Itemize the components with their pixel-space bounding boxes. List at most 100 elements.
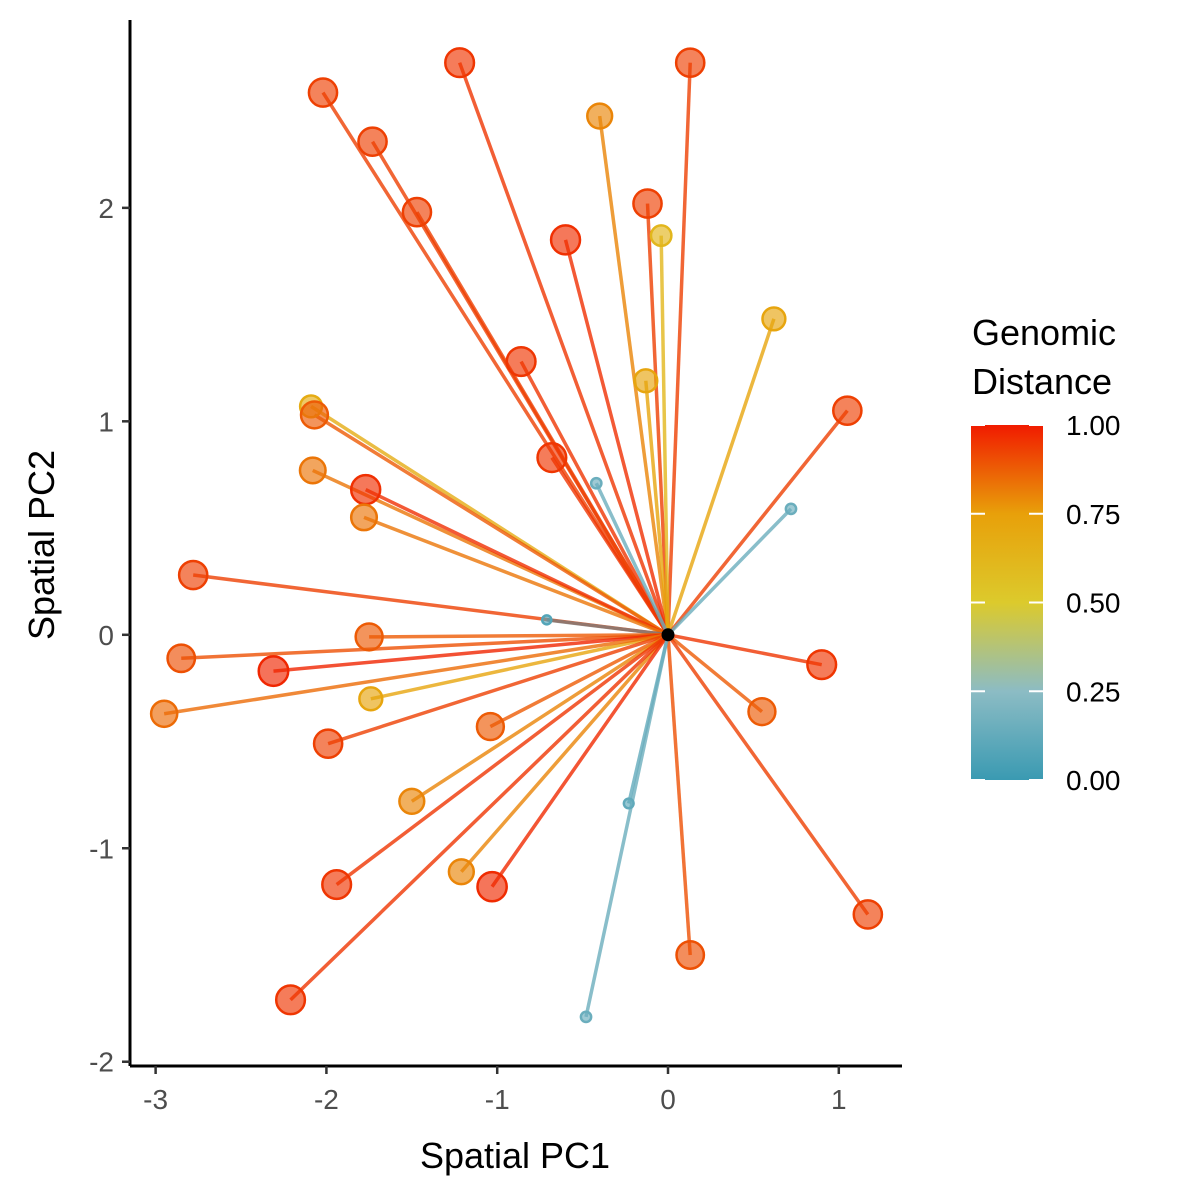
segment-line-26	[667, 633, 823, 667]
y-tick-label-4: 2	[98, 193, 114, 224]
x-axis-title: Spatial PC1	[420, 1135, 610, 1176]
data-point-28	[149, 699, 179, 729]
legend-title-line-1: Genomic	[972, 312, 1116, 353]
segment-line-11	[644, 380, 670, 635]
data-point-29	[747, 696, 777, 727]
data-point-9	[761, 306, 787, 332]
segment-line-24	[181, 633, 669, 661]
segment-line-0	[457, 62, 670, 636]
data-point-36	[476, 870, 508, 903]
data-point-40	[579, 1010, 593, 1024]
data-point-4	[357, 126, 388, 158]
data-point-30	[475, 711, 506, 742]
segment-line-9	[666, 318, 776, 636]
data-point-17	[349, 473, 382, 506]
segment-line-40	[584, 634, 670, 1018]
segment-line-20	[666, 507, 793, 637]
x-tick-label-3: 0	[660, 1084, 676, 1115]
data-point-14	[299, 400, 330, 430]
legend: Genomic Distance 0.00 0.25 0.50 0.75 1.00	[971, 312, 1121, 796]
segment-line-25	[273, 633, 669, 673]
segment-line-7	[563, 239, 670, 636]
data-point-1	[674, 47, 706, 79]
axes: -3 -2 -1 0 1 -2 -1 0 1 2	[89, 20, 902, 1115]
segment-line-37	[666, 633, 870, 916]
data-point-33	[622, 797, 635, 810]
segment-line-3	[597, 115, 670, 636]
segment-line-36	[490, 633, 670, 888]
y-tick-label-1: -1	[89, 833, 114, 864]
data-point-32	[398, 787, 426, 815]
data-point-8	[649, 224, 673, 248]
data-point-24	[166, 643, 197, 674]
segment-line-38	[666, 634, 692, 956]
data-point-23	[354, 622, 384, 652]
segment-line-14	[313, 413, 669, 637]
data-point-27	[358, 686, 384, 712]
segment-line-19	[594, 482, 670, 636]
segment-line-31	[327, 633, 669, 746]
data-point-34	[447, 858, 476, 886]
data-point-31	[312, 728, 344, 759]
origin-point	[661, 628, 675, 642]
data-point-10	[505, 345, 537, 378]
legend-ticks: 0.00 0.25 0.50 0.75 1.00	[971, 410, 1121, 796]
data-point-0	[444, 47, 476, 79]
segment-line-1	[666, 62, 692, 635]
y-tick-label-3: 1	[98, 406, 114, 437]
data-point-16	[298, 456, 327, 485]
x-tick-label-4: 1	[831, 1084, 847, 1115]
data-point-25	[257, 655, 290, 688]
x-tick-label-0: -3	[143, 1084, 168, 1115]
segment-line-8	[659, 235, 670, 635]
legend-label-4: 1.00	[1066, 410, 1121, 441]
segment-line-10	[519, 360, 670, 636]
segment-line-5	[645, 203, 670, 635]
y-axis-ticks: -2 -1 0 1 2	[89, 193, 130, 1078]
segment-line-22	[546, 618, 669, 637]
segment-line-29	[666, 633, 764, 713]
data-point-19	[589, 476, 603, 490]
y-tick-label-0: -2	[89, 1047, 114, 1078]
data-point-12	[832, 395, 863, 426]
data-point-35	[321, 868, 353, 901]
data-point-3	[586, 102, 614, 130]
legend-label-1: 0.25	[1066, 676, 1121, 707]
segment-line-17	[364, 488, 669, 637]
legend-title-line-2: Distance	[972, 361, 1112, 402]
x-tick-label-2: -1	[485, 1084, 510, 1115]
data-point-37	[852, 899, 884, 930]
segment-lines	[163, 62, 870, 1018]
data-point-2	[307, 77, 339, 108]
data-point-6	[401, 196, 433, 228]
segment-line-18	[363, 515, 669, 637]
data-points	[149, 47, 884, 1024]
data-point-18	[349, 503, 379, 532]
legend-label-0: 0.00	[1066, 765, 1121, 796]
segment-line-39	[289, 633, 670, 1002]
data-point-21	[177, 559, 209, 591]
segment-line-27	[370, 633, 669, 701]
data-point-7	[549, 224, 582, 256]
segment-line-30	[489, 633, 669, 729]
data-point-11	[633, 368, 659, 394]
legend-label-2: 0.50	[1066, 588, 1121, 619]
segment-line-6	[415, 211, 670, 636]
y-axis-title: Spatial PC2	[21, 450, 62, 640]
segment-line-28	[163, 633, 669, 716]
segment-line-34	[460, 633, 670, 873]
legend-label-3: 0.75	[1066, 499, 1121, 530]
segment-line-15	[550, 456, 670, 636]
segment-line-23	[369, 633, 669, 639]
data-point-39	[274, 984, 307, 1016]
data-point-26	[806, 649, 838, 681]
segment-line-12	[666, 409, 849, 636]
data-point-22	[540, 614, 553, 626]
data-point-5	[632, 188, 663, 219]
data-point-20	[784, 502, 798, 516]
x-tick-label-1: -2	[314, 1084, 339, 1115]
segment-line-32	[410, 633, 669, 803]
segment-line-35	[335, 633, 670, 886]
x-axis-ticks: -3 -2 -1 0 1	[143, 1066, 847, 1115]
